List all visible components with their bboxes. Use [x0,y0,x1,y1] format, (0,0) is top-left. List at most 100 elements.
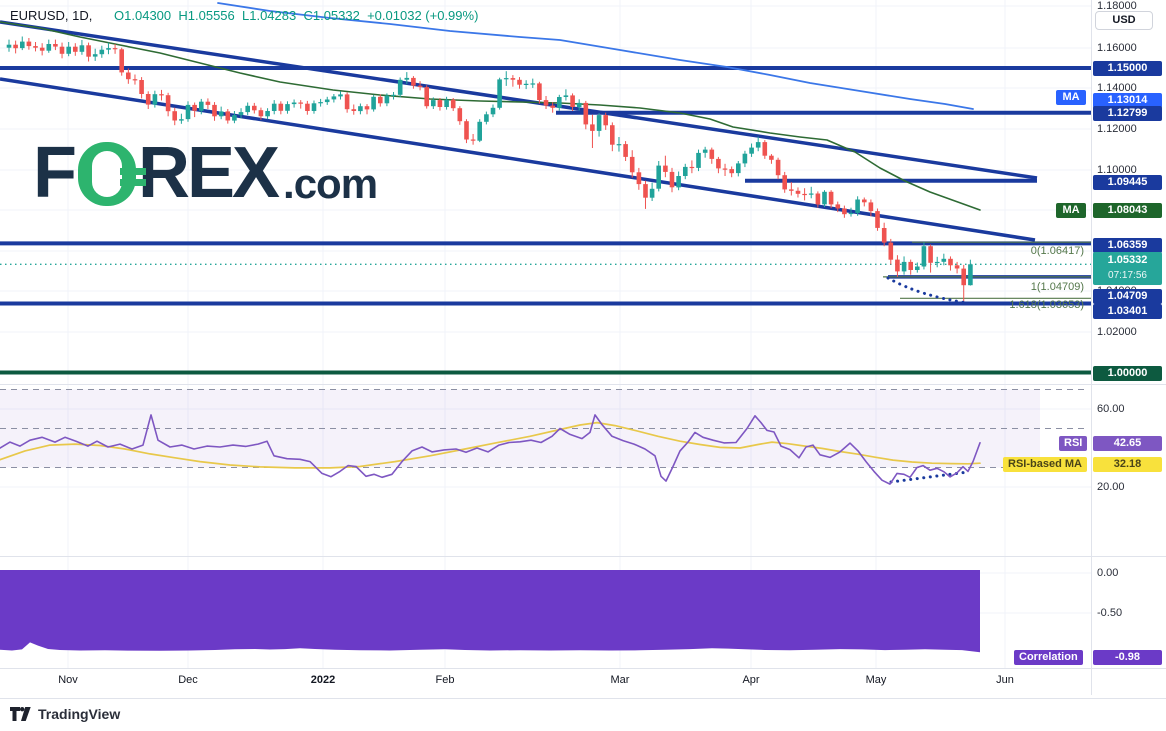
candle-body [172,111,177,121]
candle-body [716,158,721,169]
candle-body [862,199,867,203]
candle-body [119,49,124,73]
price-axis-label[interactable]: 1.12000 [1097,123,1137,135]
candle-body [391,94,396,96]
candle-body [815,193,821,205]
tradingview-logo[interactable]: TradingView [10,706,120,722]
month-axis-label[interactable]: Nov [58,674,78,686]
corr-axis-label[interactable]: -0.50 [1097,607,1123,619]
trend-line [0,77,1036,242]
candle-body [603,115,608,126]
candle-body [523,83,529,85]
candle-body [696,152,701,168]
trend-line [0,20,1038,180]
candle-body [364,106,370,110]
price-level-tag: 1.13014 [1093,92,1162,108]
candle-body [464,121,469,140]
candle-body [404,77,410,80]
candle-body [762,142,768,156]
fib-level-1618-label[interactable]: 1.618(1.03653) [1009,299,1084,311]
corr-axis-label[interactable]: 0.00 [1097,567,1119,579]
candle-body [908,261,913,270]
candle-body [729,169,734,174]
current-price-value: 1.05332 [1107,254,1148,266]
watermark-text-rex: REX [137,133,280,213]
currency-usd-button[interactable]: USD [1095,11,1153,30]
rsi-value-tag: 42.65 [1093,436,1162,451]
price-axis-label[interactable]: 1.02000 [1097,326,1137,338]
candle-body [13,44,18,49]
candle-body [656,165,661,189]
candle-body [590,124,595,131]
candle-body [351,109,357,111]
candle-body [941,258,947,262]
dotted-trendline [886,276,970,305]
candle-body [676,176,681,188]
rsi-name-tag: RSI [1059,436,1088,451]
candle-body [53,44,58,47]
symbol-title[interactable]: EURUSD, 1D, [10,8,93,23]
candle-body [537,83,542,100]
price-level-tag: 1.08043 [1093,202,1162,218]
candle-body [875,211,880,228]
candle-body [212,104,217,117]
candle-body [742,153,748,164]
candle-body [643,184,648,198]
ohlc-high: H1.05556 [178,8,235,23]
candle-body [245,105,250,113]
price-axis-label[interactable]: 1.16000 [1097,42,1137,54]
candle-body [46,44,52,51]
price-axis-label[interactable]: 1.14000 [1097,82,1137,94]
candle-body [437,100,443,107]
month-axis-label[interactable]: Jun [996,674,1014,686]
candle-body [33,46,38,48]
ma-tag: MA [1056,202,1086,218]
month-axis-label[interactable]: Apr [742,674,760,686]
candle-body [769,155,774,160]
symbol-legend[interactable]: EURUSD, 1D, O1.04300 H1.05556 L1.04283 C… [10,8,478,23]
candle-body [126,72,131,80]
rsi-axis-label[interactable]: 20.00 [1097,481,1125,493]
candle-body [490,107,496,115]
candle-body [271,103,277,111]
candle-body [278,103,284,111]
month-axis-label[interactable]: May [865,674,887,686]
candle-body [152,94,158,105]
fib-level-1-label[interactable]: 1(1.04709) [1030,281,1084,293]
candle-body [132,79,138,81]
rsi-ma-line [0,421,981,469]
month-axis-label[interactable]: Mar [610,674,630,686]
rsi-axis-label[interactable]: 60.00 [1097,403,1125,415]
candle-body [596,115,602,131]
candle-body [789,189,794,191]
price-axis-label[interactable]: 1.10000 [1097,164,1137,176]
forex-com-watermark: F REX .com [33,133,378,213]
month-axis-label[interactable]: Dec [178,674,198,686]
candle-body [305,103,310,111]
month-axis-label[interactable]: Feb [435,674,455,686]
candle-body [954,265,960,269]
price-axis-label[interactable]: 1.18000 [1097,0,1137,12]
candle-body [139,80,144,94]
candle-body [450,99,456,109]
candle-body [835,204,841,209]
candle-body [258,110,264,117]
current-price-label: 1.05332 07:17:56 [1093,252,1162,285]
candle-body [185,104,191,120]
candle-body [623,144,628,157]
candle-body [331,96,337,100]
tradingview-label: TradingView [38,706,121,722]
ohlc-close: C1.05332 [303,8,360,23]
candle-body [26,41,32,47]
candle-body [570,95,575,107]
rsi-line [0,414,981,485]
fib-level-0-label[interactable]: 0(1.06417) [1030,245,1084,257]
candle-body [497,79,502,108]
watermark-text-com: .com [283,160,378,207]
candle-body [6,44,12,48]
correlation-name-tag: Correlation [1014,650,1083,665]
month-axis-label[interactable]: 2022 [310,674,336,686]
candle-body [199,101,204,111]
